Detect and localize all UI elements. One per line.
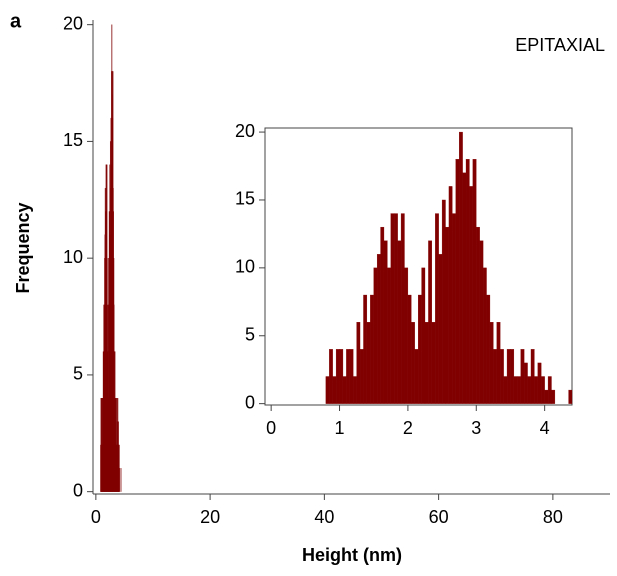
histogram-bar: [489, 322, 494, 404]
x-tick-label: 1: [335, 418, 345, 438]
annotation: EPITAXIAL: [515, 35, 605, 55]
histogram-bar: [523, 362, 528, 404]
histogram-bar: [469, 186, 474, 404]
histogram-bar: [356, 322, 361, 404]
x-tick-label: 4: [540, 418, 550, 438]
histogram-bar: [119, 468, 120, 492]
histogram-bar: [435, 213, 439, 404]
histogram-bar: [441, 199, 446, 404]
histogram-bar: [400, 213, 405, 404]
x-tick-label: 40: [314, 507, 334, 527]
x-tick-label: 2: [403, 418, 413, 438]
histogram-bar: [325, 376, 330, 404]
histogram-bar: [534, 376, 538, 404]
y-axis-label: Frequency: [13, 202, 33, 293]
histogram-bar: [428, 240, 432, 404]
histogram-bar: [530, 349, 535, 404]
x-tick-label: 0: [266, 418, 276, 438]
histogram-bar: [390, 213, 395, 404]
histogram-bar: [551, 389, 556, 404]
histogram-bar: [366, 322, 371, 404]
histogram-bar: [363, 294, 368, 404]
histogram-bar: [513, 376, 518, 404]
histogram-bar: [339, 349, 344, 404]
y-tick-label: 0: [73, 480, 83, 500]
histogram-bar: [517, 376, 521, 404]
histogram-bar: [448, 186, 453, 404]
histogram-bar: [329, 349, 333, 404]
histogram-bar: [370, 294, 374, 404]
histogram-bar: [541, 376, 545, 404]
histogram-bar: [421, 267, 426, 404]
histogram-bar: [411, 322, 415, 404]
histogram-bar: [493, 349, 497, 404]
histogram-bar: [459, 131, 463, 404]
histogram-bar: [418, 294, 422, 404]
histogram-bar: [359, 349, 364, 404]
histogram-bar: [537, 362, 542, 404]
y-tick-label: 20: [235, 121, 255, 141]
histogram-bar: [527, 376, 532, 404]
histogram-bar: [452, 213, 456, 404]
y-tick-label: 15: [63, 130, 83, 150]
x-tick-label: 0: [91, 507, 101, 527]
histogram-bar: [383, 240, 388, 404]
histogram-bar: [120, 468, 122, 492]
histogram-bar: [503, 376, 508, 404]
histogram-bar: [547, 376, 552, 404]
x-tick-label: 80: [543, 507, 563, 527]
y-tick-label: 15: [235, 189, 255, 209]
histogram-bar: [520, 349, 525, 404]
histogram-bar: [380, 226, 385, 404]
histogram-bar: [332, 376, 337, 404]
histogram-bar: [342, 376, 347, 404]
histogram-bar: [349, 349, 354, 404]
y-tick-label: 10: [63, 247, 83, 267]
histogram-bar: [465, 159, 470, 404]
y-tick-label: 5: [245, 325, 255, 345]
x-tick-label: 60: [429, 507, 449, 527]
histogram-bar: [510, 349, 515, 404]
x-tick-label: 3: [471, 418, 481, 438]
histogram-bar: [455, 159, 460, 404]
histogram-bar: [462, 172, 467, 404]
y-tick-label: 0: [245, 392, 255, 412]
histogram-bar: [568, 389, 573, 404]
histogram-bar: [414, 349, 419, 404]
histogram-bar: [544, 389, 549, 404]
histogram-bar: [486, 294, 491, 404]
histogram-bar: [387, 267, 391, 404]
x-axis-label: Height (nm): [302, 545, 402, 565]
histogram-bar: [445, 226, 450, 404]
histogram-bar: [500, 349, 504, 404]
histogram-bar: [476, 226, 480, 404]
histogram-bar: [353, 376, 357, 404]
y-tick-label: 20: [63, 13, 83, 33]
histogram-bar: [397, 240, 402, 404]
histogram-bar: [496, 322, 501, 404]
y-tick-label: 10: [235, 257, 255, 277]
panel-label: a: [10, 10, 22, 32]
histogram-bar: [404, 267, 409, 404]
histogram-bar: [335, 349, 340, 404]
histogram-bar: [472, 159, 477, 404]
histogram-bar: [373, 267, 378, 404]
histogram-bar: [346, 349, 350, 404]
x-tick-label: 20: [200, 507, 220, 527]
histogram-bar: [394, 213, 398, 404]
histogram-bar: [438, 254, 443, 404]
histogram-bar: [506, 349, 511, 404]
histogram-bar: [424, 322, 429, 404]
y-tick-label: 5: [73, 364, 83, 384]
histogram-bar: [376, 254, 381, 404]
histogram-bar: [479, 240, 484, 404]
histogram-bar: [482, 267, 487, 404]
histogram-bar: [431, 322, 436, 404]
histogram-bar: [407, 294, 412, 404]
